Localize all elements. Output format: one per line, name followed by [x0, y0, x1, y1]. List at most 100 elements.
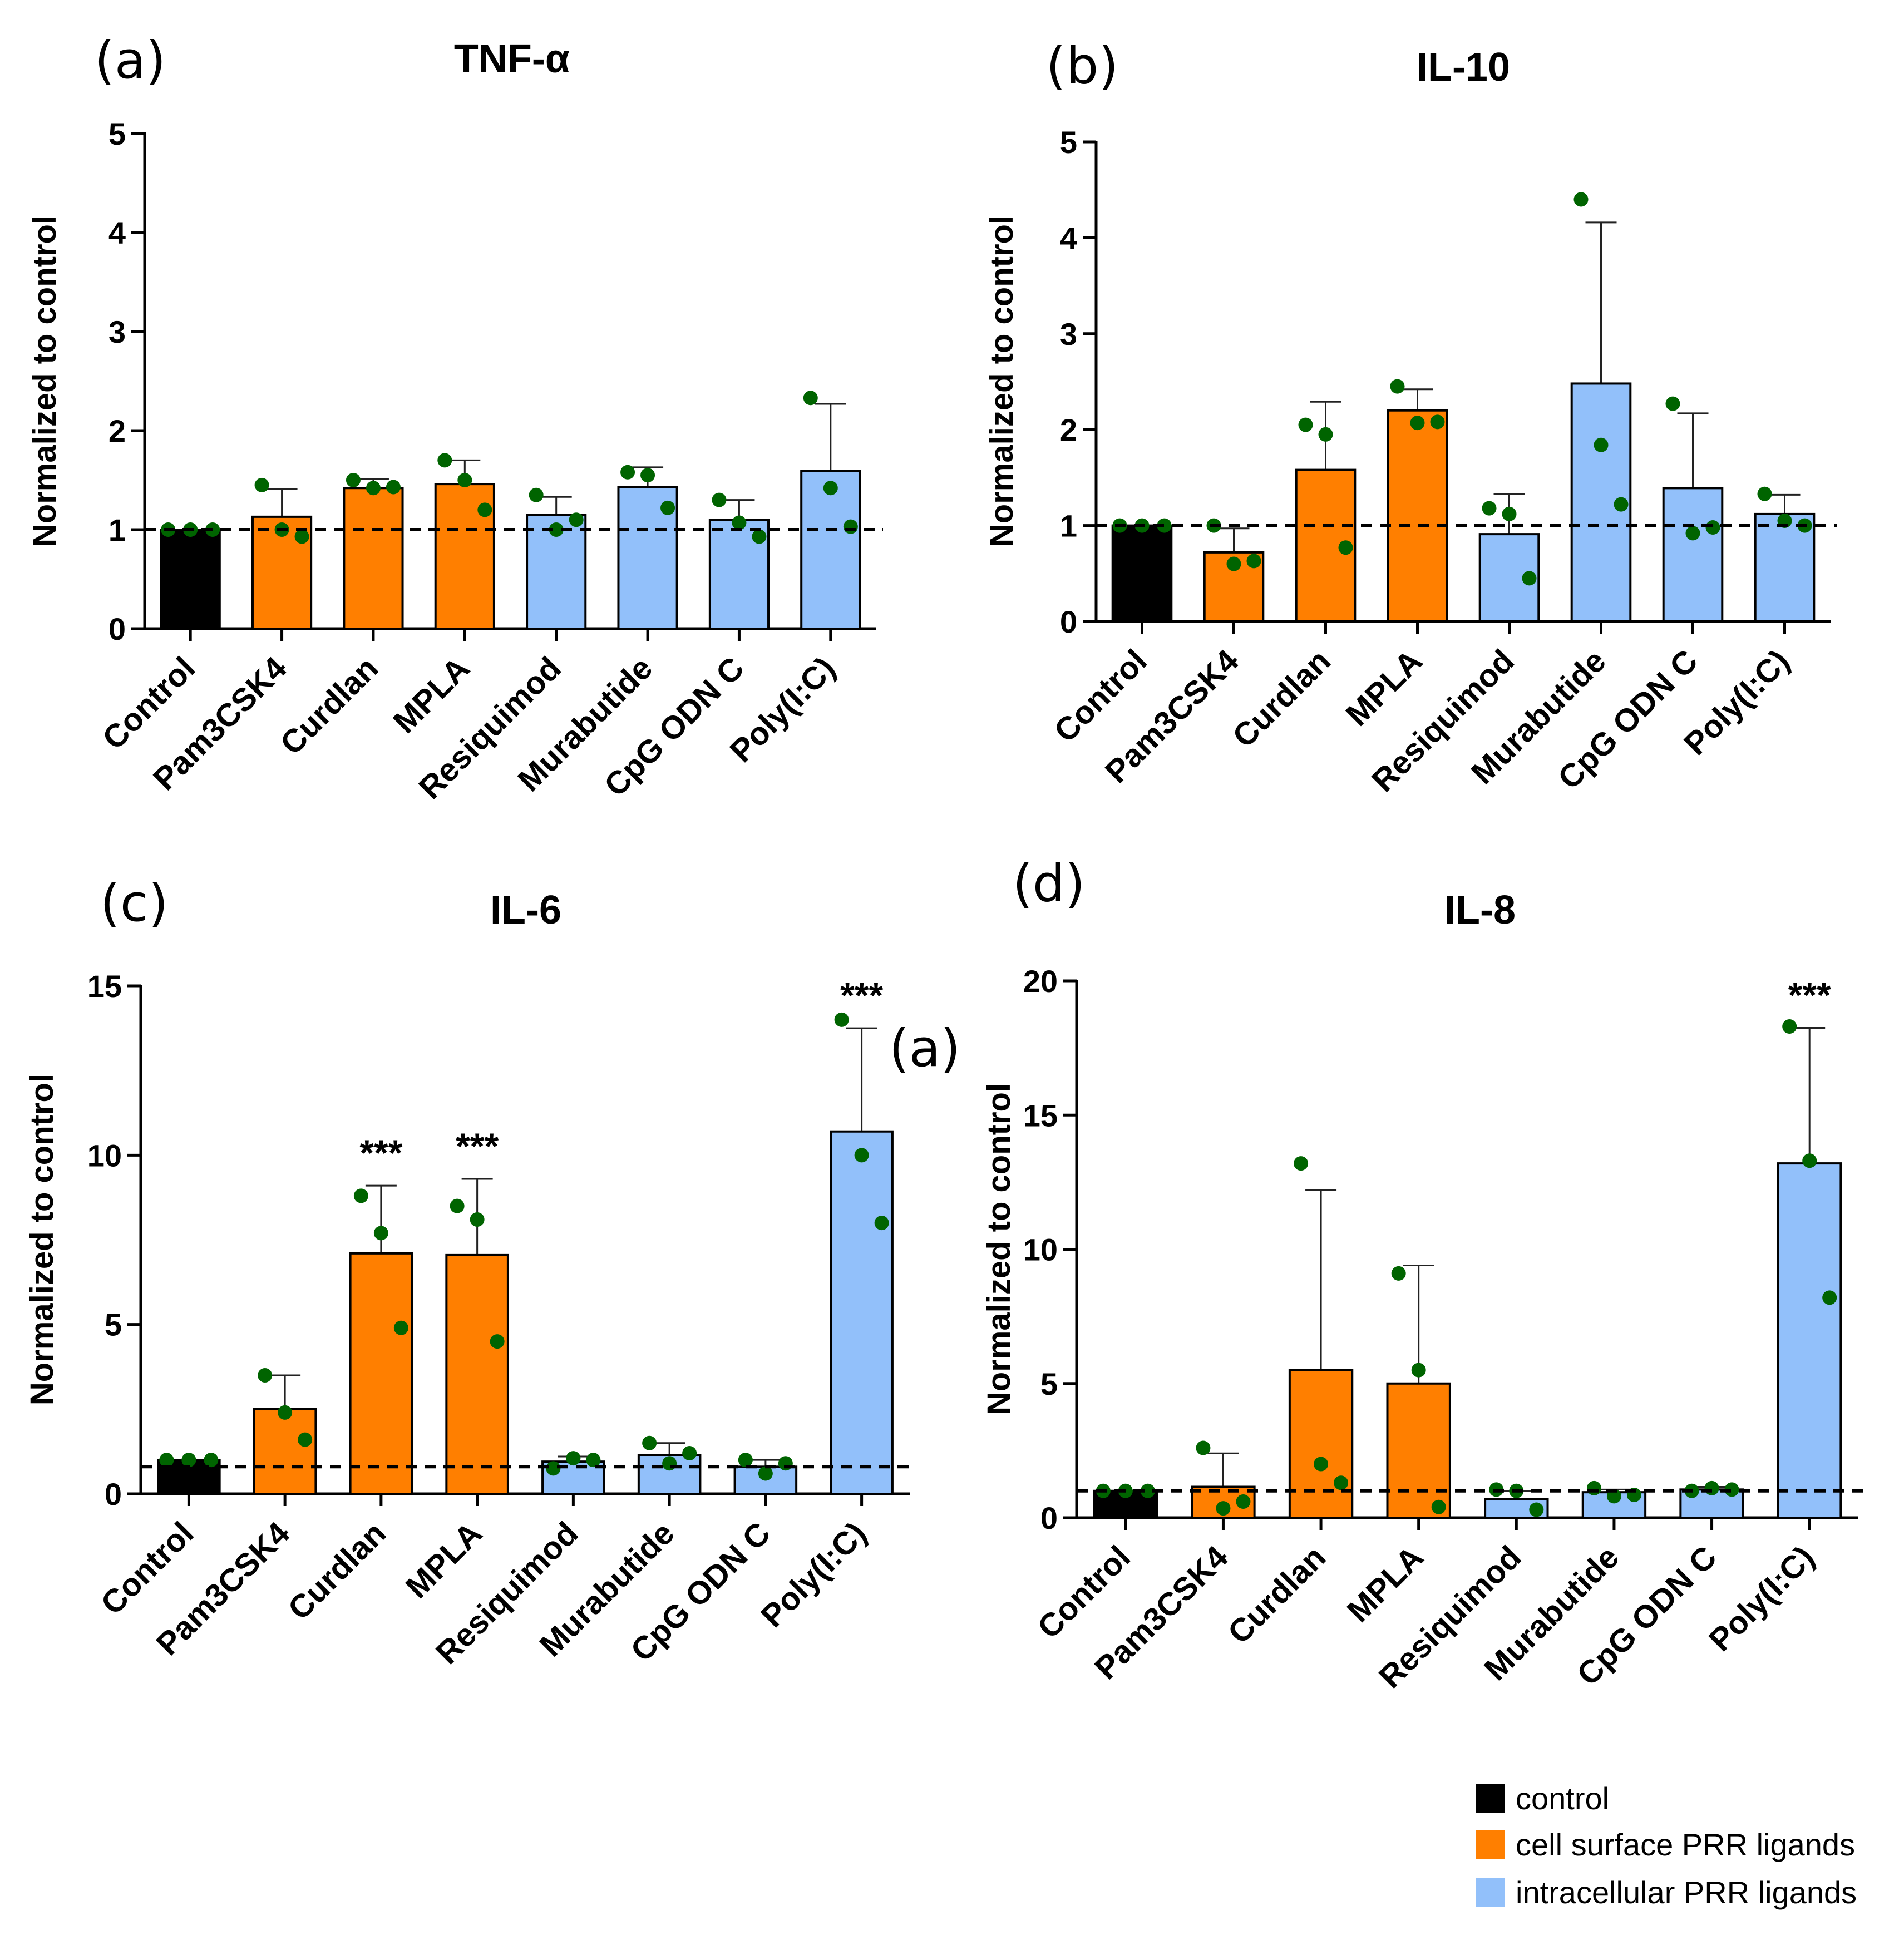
bar-poly-i-c: [1777, 1162, 1842, 1519]
x-tick-label: Curdlan: [281, 1515, 393, 1627]
y-tick-label: 5: [1060, 125, 1077, 160]
legend-swatch-cell-surface: [1476, 1830, 1505, 1859]
data-point: [1802, 1153, 1817, 1168]
panel-label: (d): [1013, 854, 1085, 914]
legend-swatch-control: [1476, 1784, 1505, 1813]
significance-marker: ***: [456, 1126, 499, 1167]
x-tick-label: Curdlan: [273, 650, 385, 762]
data-point: [752, 529, 767, 544]
bar-mpla: [1387, 409, 1448, 623]
data-point: [569, 512, 584, 527]
x-tick-label: MPLA: [1339, 643, 1429, 733]
y-tick-label: 4: [108, 215, 126, 250]
data-point: [470, 1212, 485, 1227]
data-point: [294, 529, 309, 544]
data-point: [1665, 396, 1680, 411]
data-point: [205, 522, 220, 537]
y-tick-label: 3: [108, 314, 126, 349]
bar-mpla: [445, 1253, 509, 1495]
y-tick-label: 0: [105, 1477, 122, 1512]
x-tick-label: Poly(I:C): [1702, 1539, 1822, 1658]
y-axis-label: Normalized to control: [984, 215, 1020, 547]
data-point: [546, 1461, 561, 1476]
chart-title: IL-8: [1444, 888, 1516, 932]
data-point: [642, 1435, 657, 1450]
chart-title: IL-6: [490, 888, 561, 932]
bar-resiquimod: [526, 514, 587, 630]
data-point: [1685, 526, 1700, 541]
data-point: [204, 1453, 219, 1468]
x-tick-label: MPLA: [1340, 1539, 1431, 1629]
data-point: [1724, 1482, 1739, 1497]
y-tick-label: 5: [1040, 1366, 1058, 1401]
data-point: [1294, 1156, 1309, 1171]
y-tick-label: 15: [1023, 1098, 1058, 1133]
data-point: [1502, 506, 1517, 521]
data-point: [1338, 540, 1353, 555]
legend-label-intracellular: intracellular PRR ligands: [1516, 1875, 1857, 1910]
data-point: [278, 1405, 293, 1420]
y-tick-label: 0: [108, 611, 126, 646]
data-point: [620, 465, 635, 480]
data-point: [1594, 437, 1609, 452]
data-point: [353, 1188, 368, 1203]
data-point: [1391, 1266, 1406, 1281]
data-point: [457, 473, 472, 487]
y-tick-label: 0: [1060, 604, 1077, 639]
data-point: [366, 481, 381, 496]
y-tick-label: 10: [87, 1138, 122, 1173]
data-point: [874, 1216, 889, 1231]
y-tick-label: 1: [1060, 509, 1077, 544]
data-point: [640, 468, 655, 483]
data-point: [843, 519, 858, 534]
data-point: [254, 477, 269, 492]
y-tick-label: 0: [1040, 1500, 1058, 1536]
data-point: [298, 1432, 313, 1447]
data-point: [732, 515, 747, 530]
y-tick-label: 1: [108, 512, 126, 547]
y-axis-label: Normalized to control: [24, 1074, 60, 1405]
data-point: [1606, 1489, 1621, 1504]
data-point: [1529, 1502, 1544, 1517]
legend-label-cell-surface: cell surface PRR ligands: [1516, 1827, 1855, 1862]
chart-title: IL-10: [1417, 45, 1510, 90]
chart-title: TNF-α: [454, 37, 570, 81]
legend: control cell surface PRR ligands intrace…: [1476, 1781, 1857, 1910]
panel-label: (b): [1046, 36, 1118, 96]
data-point: [549, 522, 564, 537]
data-point: [586, 1453, 601, 1468]
y-tick-label: 3: [1060, 317, 1077, 352]
bar-control: [1111, 524, 1173, 623]
stray-panel-label: (a): [889, 1019, 960, 1078]
data-point: [1410, 416, 1425, 431]
data-point: [1822, 1290, 1837, 1305]
data-point: [1314, 1457, 1329, 1472]
data-point: [1430, 414, 1445, 430]
data-point: [159, 1453, 174, 1468]
data-point: [477, 502, 492, 517]
data-point: [373, 1226, 388, 1241]
data-point: [823, 481, 838, 496]
panel-label: (a): [95, 31, 166, 90]
data-point: [437, 453, 452, 468]
significance-marker: ***: [840, 975, 883, 1016]
y-tick-label: 4: [1060, 220, 1077, 255]
x-tick-label: Curdlan: [1226, 643, 1338, 754]
y-tick-label: 2: [108, 413, 126, 448]
data-point: [1140, 1483, 1155, 1498]
bar-poly-i-c: [800, 470, 861, 630]
data-point: [346, 473, 361, 487]
data-point: [803, 391, 818, 406]
x-tick-label: MPLA: [386, 650, 476, 740]
data-point: [1586, 1480, 1601, 1495]
data-point: [1705, 520, 1720, 535]
y-axis-label: Normalized to control: [27, 215, 63, 547]
data-point: [758, 1466, 773, 1481]
data-point: [1298, 417, 1313, 432]
legend-label-control: control: [1516, 1781, 1609, 1816]
data-point: [854, 1148, 869, 1163]
y-tick-label: 20: [1023, 964, 1058, 999]
